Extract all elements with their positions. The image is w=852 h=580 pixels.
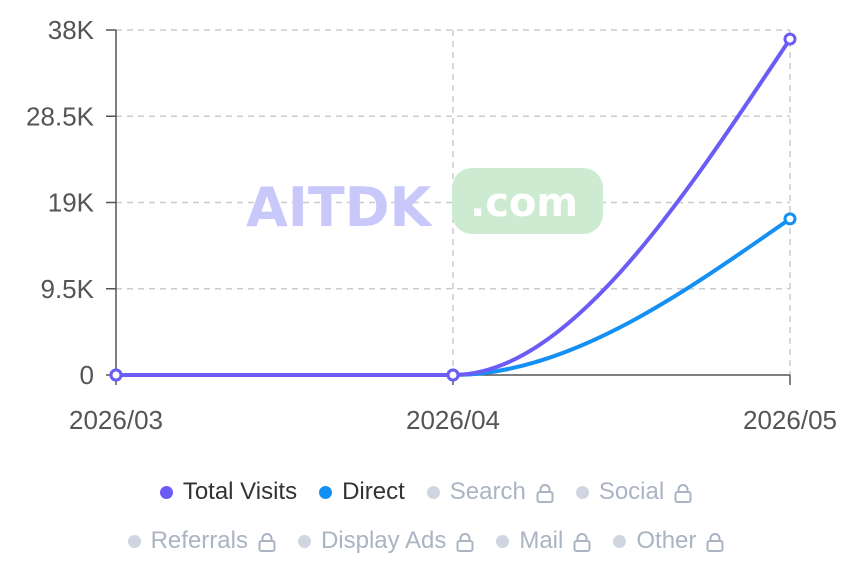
legend-label: Total Visits [182, 478, 298, 505]
x-tick-label: 2026/04 [406, 405, 500, 435]
legend-label: Referrals [150, 527, 248, 554]
y-tick-label: 19K [48, 188, 95, 218]
line-chart: AITDK .com 0 9.5K 19K 28.5K 38K 2026/03 2026/0… [26, 15, 837, 435]
legend-item-social[interactable]: Social [575, 478, 692, 506]
axes [106, 29, 791, 385]
y-tick-label: 38K [48, 15, 95, 45]
legend-item-search[interactable]: Search [426, 478, 554, 506]
legend-item-direct[interactable]: Direct [319, 478, 405, 506]
legend-dot [426, 485, 440, 499]
legend-label: Mail [519, 527, 564, 554]
legend-dot [613, 534, 627, 548]
watermark: AITDK .com [246, 168, 603, 239]
legend-label: Direct [342, 478, 405, 505]
legend-label: Search [449, 478, 526, 505]
x-tick-label: 2026/03 [69, 405, 163, 435]
data-point[interactable] [109, 368, 123, 382]
lock-icon [456, 531, 474, 552]
lock-icon [674, 482, 692, 503]
legend-row-1: Total Visits Direct Search Social [0, 478, 852, 506]
legend-dot [159, 485, 173, 499]
lock-icon [706, 531, 724, 552]
y-tick-label: 0 [80, 360, 94, 390]
watermark-badge [452, 168, 603, 234]
legend-label: Other [636, 527, 697, 554]
watermark-text: AITDK [246, 176, 434, 239]
y-tick-label: 28.5K [26, 101, 95, 131]
series-line [114, 216, 792, 377]
legend-dot [575, 485, 589, 499]
legend-item-mail[interactable]: Mail [496, 527, 591, 555]
legend-item-referrals[interactable]: Referrals [127, 527, 276, 555]
legend-row-2: Referrals Display Ads Mail Other [0, 527, 852, 555]
legend-item-total-visits[interactable]: Total Visits [159, 478, 298, 506]
data-point[interactable] [783, 212, 797, 226]
series [109, 32, 797, 382]
legend-item-other[interactable]: Other [613, 527, 724, 555]
lock-icon [536, 482, 554, 503]
legend-item-display-ads[interactable]: Display Ads [297, 527, 474, 555]
legend-label: Social [598, 478, 665, 505]
y-tick-label: 9.5K [41, 274, 95, 304]
legend-dot [297, 534, 311, 548]
lock-icon [258, 531, 276, 552]
series-line [114, 37, 792, 377]
x-tick-label: 2026/05 [743, 405, 837, 435]
tick-labels: 0 9.5K 19K 28.5K 38K 2026/03 2026/04 2026/05 [26, 15, 837, 435]
data-point[interactable] [783, 32, 797, 46]
legend-dot [319, 485, 333, 499]
watermark-badge-text: .com [470, 180, 578, 226]
legend-dot [127, 534, 141, 548]
legend-label: Display Ads [320, 527, 447, 554]
legend-dot [496, 534, 510, 548]
lock-icon [573, 531, 591, 552]
data-point[interactable] [446, 368, 460, 382]
